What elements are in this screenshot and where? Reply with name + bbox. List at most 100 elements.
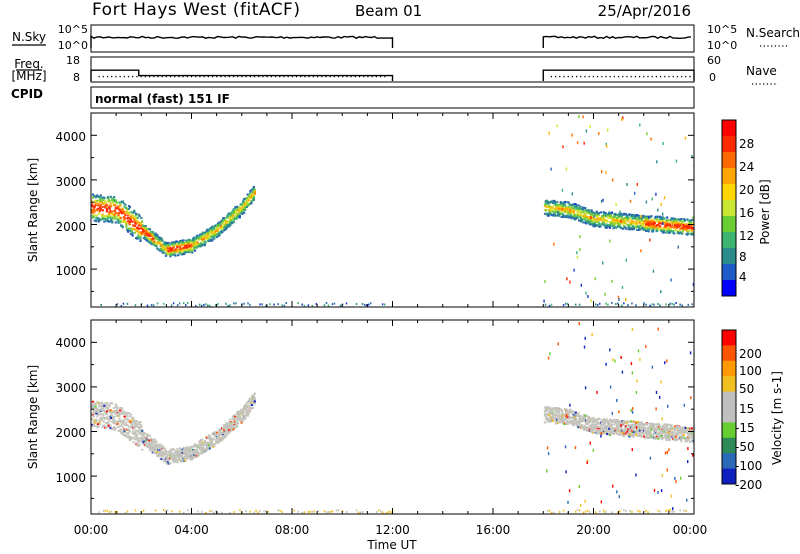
velocity-point — [604, 426, 607, 429]
power-point — [252, 198, 255, 201]
vel-cbar-label: Velocity [m s-1] — [770, 371, 784, 465]
velocity-point — [128, 430, 131, 433]
velocity-point — [108, 511, 111, 513]
power-point — [110, 218, 113, 221]
power-point — [674, 229, 678, 232]
velocity-point — [667, 423, 671, 426]
velocity-point — [109, 415, 112, 418]
power-point — [115, 215, 118, 218]
power-point — [664, 228, 667, 231]
power-point — [145, 239, 148, 242]
power-point — [671, 302, 673, 305]
power-point — [597, 304, 599, 306]
velocity-point — [650, 422, 653, 425]
power-point — [660, 290, 662, 294]
velocity-point — [229, 430, 232, 433]
velocity-point — [195, 455, 198, 458]
velocity-point — [235, 421, 238, 423]
power-point — [598, 222, 601, 225]
power-point — [200, 243, 203, 246]
power-point — [107, 214, 110, 217]
velocity-point — [609, 348, 611, 352]
power-point — [561, 212, 564, 215]
velocity-point — [134, 509, 137, 512]
power-point — [101, 216, 104, 218]
velocity-point — [149, 444, 152, 447]
power-point — [656, 218, 659, 221]
velocity-point — [686, 498, 688, 502]
velocity-point — [115, 405, 118, 408]
power-point — [655, 192, 657, 196]
power-point — [104, 200, 107, 203]
power-point — [96, 209, 99, 212]
velocity-point — [139, 429, 142, 431]
velocity-point — [609, 432, 612, 435]
power-point — [167, 247, 170, 250]
velocity-point — [120, 420, 124, 423]
power-point — [243, 211, 246, 214]
power-point — [631, 217, 634, 220]
velocity-point — [246, 404, 249, 407]
power-point — [106, 200, 109, 203]
velocity-point — [226, 423, 229, 426]
velocity-point — [623, 420, 626, 423]
power-point — [217, 302, 219, 305]
velocity-point — [161, 457, 164, 460]
velocity-point — [221, 511, 223, 514]
power-point — [191, 249, 194, 252]
freq-units-label: [MHz] — [11, 69, 46, 83]
power-point — [589, 212, 592, 215]
power-point — [649, 216, 652, 219]
power-point — [186, 251, 190, 253]
frequency-line — [90, 69, 695, 81]
velocity-point — [590, 428, 593, 431]
power-point — [680, 218, 683, 221]
velocity-point — [584, 418, 587, 420]
velocity-point — [613, 432, 616, 435]
velocity-point — [613, 418, 616, 421]
velocity-point — [565, 422, 568, 425]
xtick-3: 12:00 — [375, 523, 410, 537]
station-title: Fort Hays West (fitACF) — [92, 0, 300, 20]
velocity-point — [633, 420, 636, 423]
power-point — [135, 229, 138, 232]
velocity-point — [567, 500, 569, 504]
velocity-point — [608, 420, 611, 423]
velocity-point — [584, 414, 587, 417]
velocity-point — [205, 443, 208, 446]
power-point — [103, 197, 106, 200]
velocity-point — [233, 511, 235, 514]
velocity-point — [244, 416, 247, 419]
power-point — [135, 212, 138, 215]
velocity-point — [164, 450, 168, 452]
velocity-point — [582, 415, 585, 418]
power-point — [192, 243, 195, 246]
velocity-point — [653, 488, 656, 492]
power-point — [579, 217, 583, 220]
power-point — [643, 302, 645, 305]
velocity-point — [575, 420, 578, 423]
velocity-point — [690, 396, 692, 400]
vel-cbar-tick-m100: -100 — [735, 459, 762, 473]
velocity-point — [589, 441, 591, 445]
power-point — [112, 217, 115, 220]
velocity-point — [122, 419, 125, 422]
power-point — [198, 243, 201, 245]
power-point — [216, 229, 219, 232]
velocity-point — [652, 423, 655, 425]
power-point — [178, 302, 181, 305]
power-point — [609, 239, 611, 243]
power-point — [128, 223, 131, 226]
velocity-point — [576, 424, 579, 427]
power-point — [681, 232, 684, 235]
power-point — [183, 242, 186, 244]
power-point — [584, 207, 587, 210]
velocity-point — [178, 454, 182, 457]
power-point — [205, 234, 208, 237]
nave-tick-low: 0 — [709, 71, 716, 84]
velocity-point — [120, 407, 124, 410]
velocity-point — [238, 416, 241, 418]
velocity-point — [611, 411, 613, 415]
power-point — [680, 226, 682, 230]
power-point — [629, 214, 632, 217]
